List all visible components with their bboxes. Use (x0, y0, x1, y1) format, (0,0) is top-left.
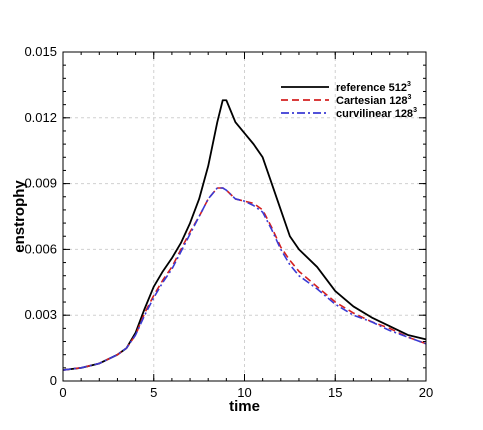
x-tick-label: 10 (237, 385, 251, 400)
y-tick-label: 0.006 (24, 241, 57, 256)
legend-label-text: Cartesian 128 (336, 95, 408, 107)
legend-label-superscript: 3 (407, 81, 411, 88)
x-tick-label: 15 (328, 385, 342, 400)
y-tick-label: 0.012 (24, 110, 57, 125)
legend-label-2: Cartesian 1283 (336, 94, 412, 107)
legend-label-text: curvilinear 128 (336, 108, 413, 120)
legend-label-3: curvilinear 1283 (336, 107, 417, 120)
x-tick-label: 20 (419, 385, 433, 400)
x-tick-label: 0 (59, 385, 66, 400)
legend-label-superscript: 3 (413, 107, 417, 114)
y-tick-label: 0.015 (24, 44, 57, 59)
grid (63, 52, 426, 381)
axis-ticks (62, 51, 427, 382)
y-tick-label: 0.003 (24, 307, 57, 322)
series-line-1 (62, 99, 427, 371)
x-tick-label: 5 (150, 385, 157, 400)
legend-label-1: reference 5123 (336, 81, 411, 94)
legend-label-text: reference 512 (336, 82, 407, 94)
y-tick-label: 0.009 (24, 176, 57, 191)
axis-tick-labels: 0 5 10 15 20 0 0.003 0.006 0.009 0.012 0.015 (24, 44, 433, 400)
x-axis-label: time (229, 398, 260, 415)
legend-label-superscript: 3 (408, 94, 412, 101)
series-line-2 (62, 187, 427, 371)
series-layer (62, 99, 427, 371)
y-tick-label: 0 (50, 373, 57, 388)
y-axis-label: enstrophy (11, 180, 28, 253)
series-line-3 (62, 187, 427, 371)
